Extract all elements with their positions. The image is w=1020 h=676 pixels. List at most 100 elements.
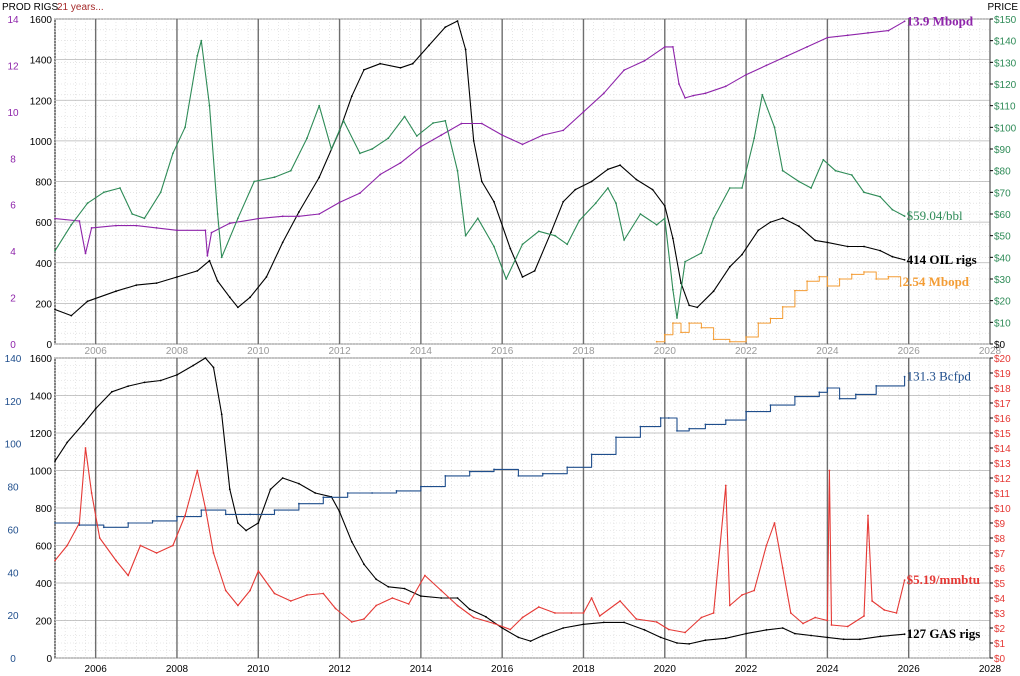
oil-rig-tick-label: 800 — [35, 178, 52, 189]
oil-rig-tick-label: 0 — [46, 340, 52, 351]
gas-gas-production-point — [724, 419, 727, 421]
gas-gas-price-point — [115, 559, 117, 562]
oil-oil-price-point — [773, 126, 776, 129]
oil-shale-production-point — [781, 306, 784, 308]
oil-oil-production-point — [176, 229, 178, 232]
gas-gas-production-point — [322, 496, 325, 499]
oil-oil-price-point — [476, 217, 479, 220]
oil-oil-production-point — [663, 46, 666, 48]
gas-gas-price-point — [440, 589, 443, 592]
oil-oil-price-point — [566, 243, 569, 246]
oil-oil-production-point — [684, 97, 686, 99]
gas-gas-production-point — [854, 393, 857, 396]
oil-shale-production-point — [818, 275, 821, 278]
oil-oil-production-point — [602, 92, 605, 95]
oil-shale-production-point — [745, 336, 747, 338]
oil-oil-price-point — [359, 152, 361, 155]
gas-gas-production-point — [838, 397, 841, 400]
gas-price-tick-label: $15 — [994, 429, 1011, 440]
gas-gas-production-point — [875, 385, 878, 387]
gas-x-tick-label: 2026 — [898, 664, 921, 675]
oil-x-tick-label: 2008 — [166, 346, 189, 357]
oil-oil-rigs-point — [562, 200, 565, 203]
oil-oil-price-point — [761, 93, 764, 96]
gas-price-tick-label: $10 — [994, 504, 1011, 515]
oil-oil-production-point — [623, 69, 625, 71]
oil-oil-production-point — [359, 192, 361, 195]
gas-gas-rigs-point — [879, 635, 882, 638]
oil-oil-rigs-end-label: 414 OIL rigs — [907, 252, 977, 267]
oil-prod-tick-label: 6 — [10, 201, 16, 212]
oil-rig-tick-label: 200 — [35, 299, 52, 310]
oil-shale-production-point — [863, 271, 865, 273]
oil-oil-price-point — [237, 217, 239, 220]
oil-oil-rigs-point — [696, 306, 699, 309]
gas-gas-price-point — [391, 597, 394, 599]
gas-gas-price-point — [741, 594, 743, 596]
oil-oil-rigs-point — [428, 44, 430, 47]
gas-gas-rigs-point — [111, 390, 113, 393]
gas-rig-tick-label: 1200 — [30, 429, 53, 440]
gas-gas-production-point — [590, 453, 593, 456]
oil-oil-rigs-point — [208, 259, 211, 262]
gas-gas-price-point — [802, 622, 804, 625]
gas-rig-tick-label: 400 — [35, 579, 52, 590]
oil-oil-production-point — [228, 222, 231, 225]
oil-oil-price-point — [444, 119, 447, 122]
gas-gas-price-point — [172, 544, 174, 547]
gas-gas-price-point — [424, 574, 426, 577]
oil-oil-rigs-point — [444, 26, 447, 28]
oil-price-tick-label: $10 — [994, 318, 1011, 329]
oil-x-tick-label: 2012 — [328, 346, 351, 357]
gas-x-tick-label: 2022 — [735, 664, 758, 675]
oil-oil-rigs-point — [411, 62, 414, 65]
oil-oil-rigs-point — [688, 304, 691, 307]
gas-gas-price-point — [78, 522, 81, 524]
gas-gas-production-point — [818, 391, 821, 394]
oil-oil-rigs-point — [350, 95, 353, 98]
gas-gas-price-point — [554, 612, 556, 614]
gas-gas-price-point — [582, 612, 585, 614]
gas-gas-production-point — [659, 417, 662, 419]
prod-rigs-header: PROD RIGS — [2, 2, 58, 13]
gas-gas-price-point — [237, 604, 239, 607]
oil-shale-production-point — [728, 340, 731, 343]
gas-gas-price-point — [846, 625, 849, 628]
oil-x-tick-label: 2024 — [816, 346, 839, 357]
gas-gas-production-point — [468, 470, 471, 473]
oil-prod-tick-label: 2 — [10, 294, 16, 305]
oil-oil-price-point — [371, 148, 373, 150]
gas-gas-price-point — [204, 507, 207, 509]
gas-gas-production-point — [769, 404, 772, 406]
gas-gas-rigs-point — [456, 597, 459, 599]
oil-shale-production-point — [663, 333, 666, 336]
gas-gas-production-point — [615, 436, 617, 439]
gas-rig-tick-label: 1000 — [30, 467, 53, 478]
gas-gas-price-point — [212, 552, 215, 554]
oil-oil-rigs-point — [607, 168, 609, 171]
oil-oil-price-point — [700, 252, 703, 254]
gas-gas-price-point — [472, 616, 475, 619]
oil-prod-tick-label: 8 — [10, 154, 16, 165]
oil-price-tick-label: $120 — [994, 80, 1017, 91]
gas-gas-rigs-point — [623, 621, 625, 624]
oil-price-tick-label: $0 — [994, 340, 1006, 351]
oil-oil-rigs-point — [769, 221, 772, 224]
oil-oil-rigs-point — [728, 265, 731, 268]
gas-gas-rigs-point — [688, 643, 691, 645]
gas-gas-price-point — [728, 604, 731, 607]
oil-oil-price-point — [456, 169, 459, 172]
oil-oil-rigs-point — [228, 296, 231, 299]
oil-oil-price-point — [712, 217, 715, 220]
gas-x-tick-label: 2012 — [328, 664, 351, 675]
oil-oil-price-point — [891, 208, 894, 211]
oil-series-oil-rigs-line — [54, 20, 905, 317]
oil-oil-production-point — [806, 46, 808, 48]
gas-x-tick-label: 2008 — [166, 664, 189, 675]
oil-oil-production-point — [155, 227, 158, 229]
gas-gas-price-point — [54, 559, 56, 562]
oil-oil-price-point — [537, 230, 540, 233]
oil-shale-production-point — [712, 338, 715, 341]
gas-gas-rigs-point — [810, 634, 812, 637]
oil-oil-production-point — [521, 143, 524, 146]
